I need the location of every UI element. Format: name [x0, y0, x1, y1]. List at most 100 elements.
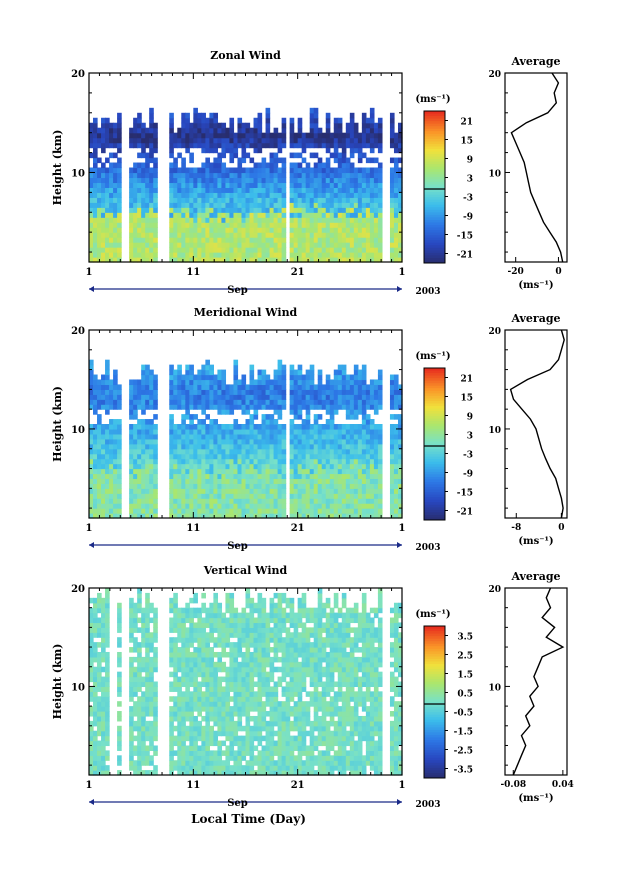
heatmap-cell [357, 197, 363, 203]
heatmap-cell [185, 666, 190, 673]
heatmap-cell [361, 257, 367, 263]
heatmap-cell [117, 503, 122, 509]
heatmap-cell [345, 404, 351, 410]
heatmap-cell [137, 438, 142, 445]
heatmap-cell [169, 217, 174, 223]
heatmap-cell [229, 207, 235, 213]
heatmap-cell [333, 167, 339, 174]
heatmap-cell [93, 232, 98, 238]
heatmap-cell [357, 157, 363, 164]
heatmap-cell [169, 750, 174, 756]
heatmap-cell [105, 142, 110, 149]
heatmap-cell [229, 438, 235, 445]
heatmap-cell [297, 508, 303, 514]
heatmap-cell [373, 483, 379, 489]
heatmap-cell [269, 157, 275, 164]
heatmap-cell [349, 463, 355, 470]
heatmap-cell [133, 192, 138, 198]
heatmap-cell [201, 192, 206, 198]
heatmap-cell [177, 691, 182, 697]
heatmap-cell [277, 493, 283, 499]
colorbar-segment [424, 245, 445, 249]
heatmap-cell [245, 503, 251, 509]
heatmap-cell [273, 227, 279, 233]
heatmap-cell [309, 217, 315, 223]
heatmap-cell [265, 172, 271, 179]
heatmap-cell [189, 192, 194, 198]
heatmap-cell [105, 493, 110, 499]
heatmap-cell [185, 755, 190, 761]
heatmap-cell [257, 498, 263, 504]
heatmap-cell [245, 424, 251, 430]
heatmap-cell [113, 493, 118, 499]
heatmap-cell [145, 696, 150, 702]
heatmap-cell [253, 147, 259, 154]
heatmap-cell [197, 394, 202, 400]
heatmap-cell [357, 212, 363, 218]
heatmap-cell [317, 172, 323, 179]
heatmap-cell [329, 187, 335, 193]
heatmap-cell [145, 483, 150, 489]
heatmap-cell [193, 197, 198, 203]
heatmap-cell [317, 404, 323, 410]
heatmap-cell [253, 498, 259, 504]
heatmap-cell [229, 157, 235, 164]
heatmap-cell [117, 389, 122, 395]
heatmap-cell [189, 182, 194, 188]
heatmap-cell [377, 132, 383, 139]
heatmap-cell [93, 142, 98, 149]
heatmap-cell [293, 207, 299, 213]
heatmap-cell [197, 478, 202, 484]
heatmap-cell [253, 483, 259, 489]
heatmap-cell [233, 508, 239, 514]
heatmap-cell [277, 237, 283, 243]
heatmap-cell [201, 127, 206, 134]
heatmap-cell [257, 132, 263, 139]
heatmap-cell [217, 202, 223, 208]
heatmap-cell [273, 433, 279, 440]
heatmap-cell [301, 137, 307, 144]
heatmap-cell [141, 212, 146, 218]
heatmap-cell [309, 237, 315, 243]
heatmap-cell [185, 112, 190, 119]
heatmap-cell [113, 404, 118, 410]
heatmap-cell [293, 473, 299, 480]
heatmap-cell [189, 637, 194, 643]
heatmap-cell [153, 622, 158, 628]
heatmap-cell [213, 237, 219, 243]
heatmap-cell [325, 182, 331, 188]
heatmap-cell [149, 681, 154, 688]
heatmap-cell [345, 242, 351, 248]
heatmap-cell [349, 438, 355, 445]
heatmap-cell [141, 503, 146, 509]
heatmap-cell [177, 217, 182, 223]
heatmap-cell [373, 488, 379, 494]
heatmap-cell [353, 247, 359, 253]
panel-title: Vertical Wind [203, 564, 288, 577]
heatmap-cell [149, 691, 154, 697]
heatmap-cell [109, 394, 114, 400]
heatmap-cell [133, 394, 138, 400]
heatmap-cell [181, 750, 186, 756]
heatmap-cell [169, 207, 174, 213]
heatmap-cell [365, 468, 371, 475]
heatmap-cell [357, 237, 363, 243]
heatmap-cell [189, 142, 194, 149]
heatmap-cell [105, 247, 110, 253]
heatmap-cell [217, 730, 223, 737]
heatmap-cell [245, 428, 251, 435]
heatmap-cell [333, 152, 339, 159]
heatmap-cell [233, 172, 239, 179]
heatmap-cell [337, 137, 343, 144]
heatmap-cell [201, 701, 206, 707]
heatmap-cell [357, 498, 363, 504]
heatmap-cell [389, 433, 395, 440]
heatmap-cell [137, 463, 142, 470]
heatmap-cell [89, 222, 94, 228]
heatmap-cell [149, 647, 154, 653]
heatmap-cell [329, 438, 335, 445]
heatmap-cell [197, 192, 202, 198]
heatmap-cell [105, 651, 110, 658]
heatmap-cell [205, 374, 210, 381]
heatmap-cell [153, 389, 158, 395]
